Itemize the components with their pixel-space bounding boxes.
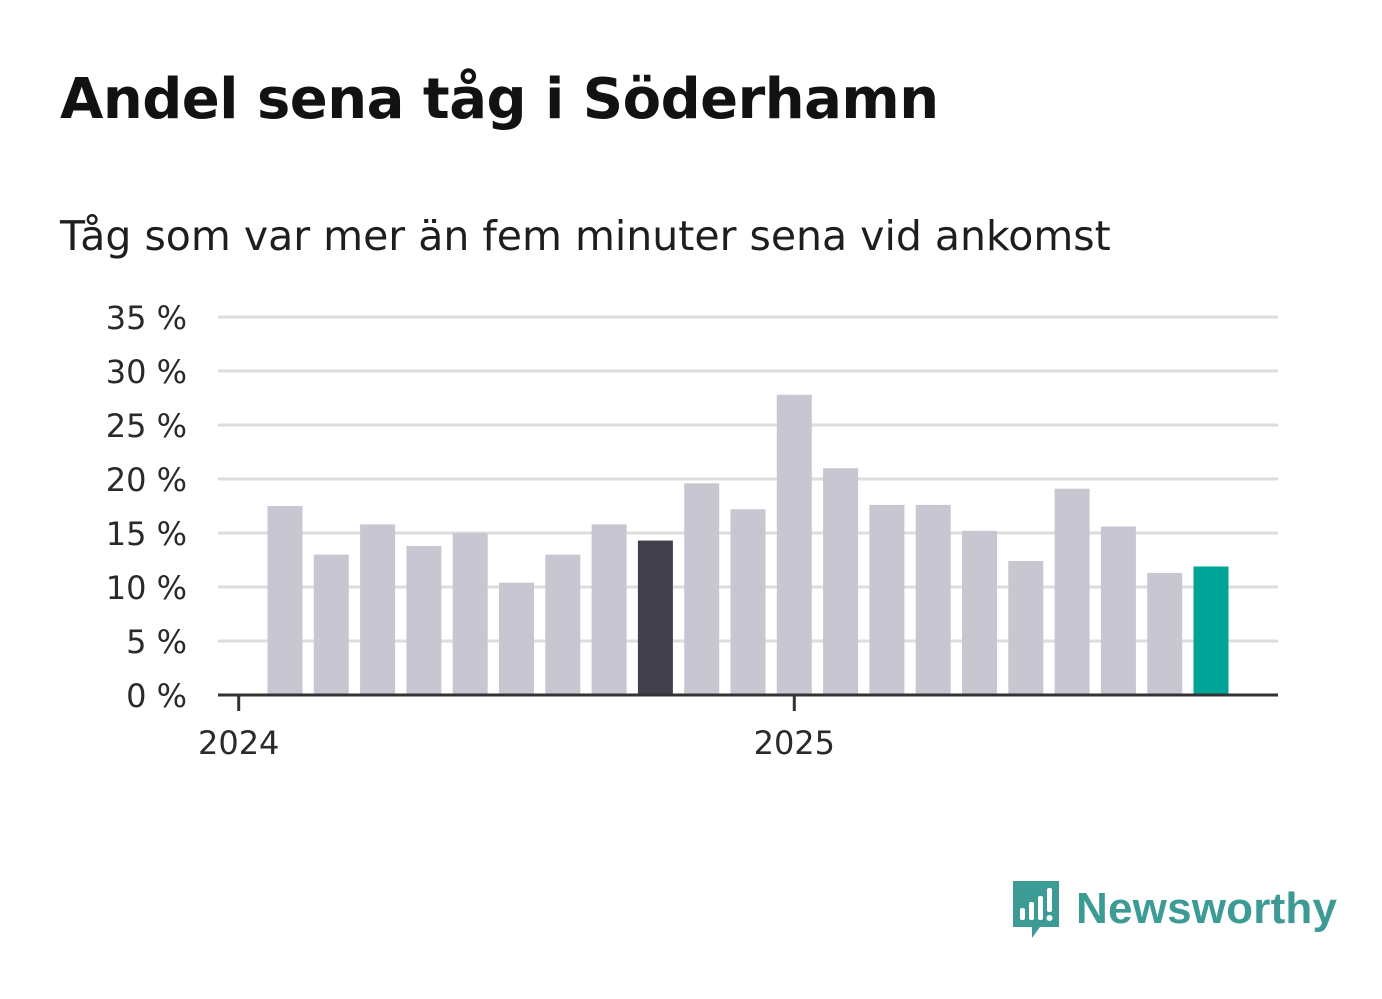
y-tick-label: 5 % [126, 623, 187, 661]
y-tick-label: 30 % [106, 353, 187, 391]
bar-2025-09 [1147, 572, 1183, 695]
bar-2024-07 [499, 582, 534, 695]
y-tick-label: 25 % [106, 407, 187, 445]
bar-chart: 0 % 5 % 10 % 15 % 20 % 25 % 30 % 35 % 2024 2025 [106, 299, 1278, 762]
bar-2024-10 [637, 540, 673, 695]
bar-2024-09 [591, 524, 627, 695]
y-tick-label: 20 % [106, 461, 187, 499]
y-tick-label: 35 % [106, 299, 187, 337]
x-axis-ticks: 2024 2025 [198, 695, 835, 762]
y-tick-label: 15 % [106, 515, 187, 553]
bar-2025-05 [962, 530, 997, 695]
bar-2024-12 [730, 509, 766, 695]
bars [267, 394, 1229, 695]
bar-2025-04 [915, 504, 951, 695]
newsworthy-logo: Newsworthy [1010, 878, 1337, 940]
chart-title: Andel sena tåg i Söderhamn [60, 67, 939, 132]
bar-2024-11 [684, 483, 720, 695]
bar-2024-06 [452, 533, 488, 695]
bar-2024-02 [267, 506, 303, 695]
y-tick-label: 0 % [126, 677, 187, 715]
bar-chart-speech-bubble-icon [1013, 881, 1059, 938]
brand-name: Newsworthy [1076, 884, 1338, 933]
bar-2025-07 [1054, 488, 1090, 695]
bar-2024-03 [313, 554, 349, 695]
bar-2024-05 [406, 545, 442, 695]
bar-2025-08 [1100, 526, 1136, 695]
bar-2024-04 [360, 524, 396, 695]
bar-2025-02 [823, 468, 859, 695]
chart-subtitle: Tåg som var mer än fem minuter sena vid … [60, 212, 1111, 260]
y-tick-label: 10 % [106, 569, 187, 607]
bar-2024-08 [545, 554, 581, 695]
x-tick-label: 2025 [754, 724, 835, 762]
bar-2025-06 [1008, 561, 1044, 695]
bar-2025-01 [776, 394, 812, 695]
x-tick-label: 2024 [198, 724, 279, 762]
bar-2025-10 [1193, 566, 1229, 695]
y-axis-ticks: 0 % 5 % 10 % 15 % 20 % 25 % 30 % 35 % [106, 299, 187, 715]
bar-2025-03 [869, 504, 905, 695]
